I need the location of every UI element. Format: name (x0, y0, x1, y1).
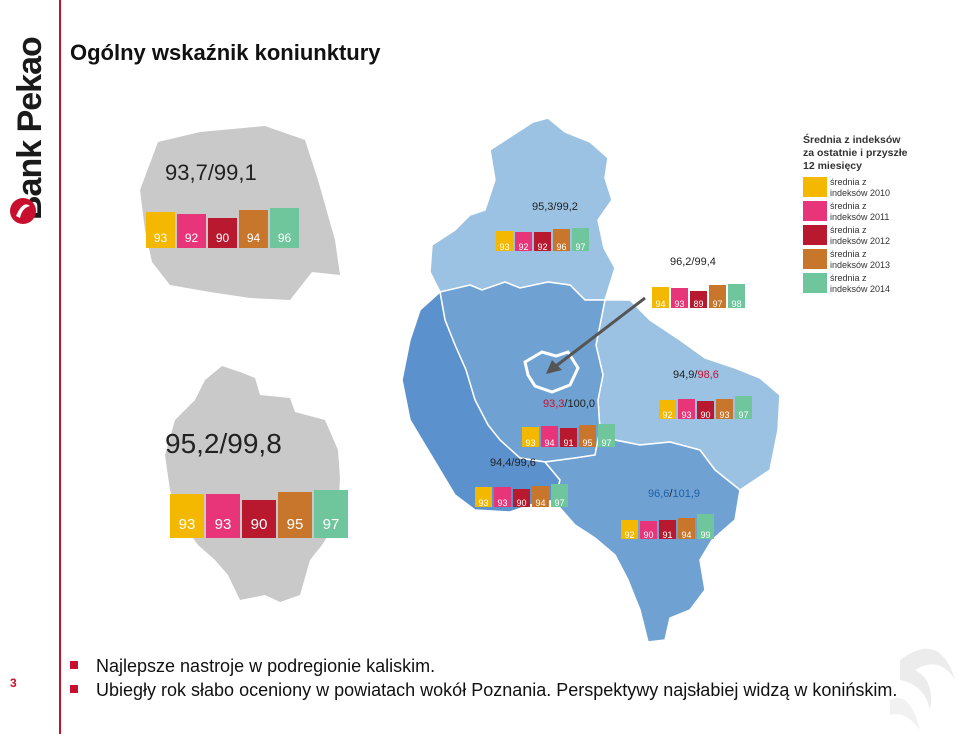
page-title: Ogólny wskaźnik koniunktury (70, 40, 381, 65)
legend-swatch-2014 (803, 273, 827, 293)
index-square-2014: 97 (314, 490, 348, 538)
legend-label: średnia z indeksów 2014 (830, 273, 891, 294)
poznanski-index-squares: 93 94 91 95 97 (522, 424, 615, 448)
index-square-2012: 90 (242, 500, 276, 538)
index-square-2012: 91 (560, 428, 577, 448)
index-square-2012: 91 (659, 520, 676, 540)
index-square-2011: 93 (494, 487, 511, 508)
index-square-2011: 90 (640, 521, 657, 540)
legend-swatch-2013 (803, 249, 827, 269)
index-square-2012: 89 (690, 291, 707, 309)
legend-swatch-2012 (803, 225, 827, 245)
legend-label: średnia z indeksów 2012 (830, 225, 891, 246)
index-square-2013: 94 (532, 486, 549, 508)
index-square-2011: 93 (678, 399, 695, 420)
pilski-index-squares: 93 92 92 96 97 (496, 228, 589, 252)
legend-label: średnia z indeksów 2013 (830, 249, 891, 270)
leszczynski-index-squares: 93 93 90 94 97 (475, 484, 568, 508)
region-pilski (429, 117, 616, 301)
wielkopolska-index-squares: 93 93 90 95 97 (170, 490, 348, 538)
index-square-2013: 96 (553, 229, 570, 252)
slide-number: 3 (10, 676, 17, 690)
index-square-2012: 90 (208, 218, 237, 248)
bullet-item: Ubiegły rok słabo oceniony w powiatach w… (70, 678, 950, 702)
koninski-index-label: 94,9/98,6 (673, 369, 719, 381)
index-square-2014: 97 (551, 484, 568, 508)
poznan-arrow-head-icon (546, 360, 562, 374)
legend-label: średnia z indeksów 2010 (830, 177, 891, 198)
index-square-2012: 90 (697, 401, 714, 420)
legend-title-line: Średnia z indeksów (803, 134, 901, 146)
sidebar: Bank Pekao 3 (0, 0, 61, 734)
index-square-2012: 90 (513, 489, 530, 508)
index-square-2010: 93 (170, 494, 204, 538)
bullet-text: Najlepsze nastroje w podregionie kaliski… (96, 656, 436, 676)
index-square-2011: 93 (671, 288, 688, 309)
pilski-index-label: 95,3/99,2 (532, 201, 578, 213)
index-square-2014: 97 (735, 396, 752, 420)
decorative-swoosh-icon (890, 648, 955, 730)
index-square-2014: 97 (598, 424, 615, 448)
legend-title: Średnia z indeksów za ostatnie i przyszł… (803, 134, 933, 173)
index-square-2013: 94 (678, 518, 695, 540)
index-square-2011: 94 (541, 426, 558, 448)
index-square-2010: 93 (146, 212, 175, 248)
poland-index-squares: 93 92 90 94 96 (146, 208, 299, 248)
index-square-2010: 92 (659, 400, 676, 420)
poznanski-index-label: 93,3/100,0 (543, 398, 595, 410)
index-square-2013: 95 (579, 425, 596, 448)
bullet-square-icon (70, 661, 78, 669)
index-square-2010: 93 (496, 231, 513, 252)
koninski-index-squares: 92 93 90 93 97 (659, 396, 752, 420)
kaliski-index-forecast: 101,9 (672, 488, 701, 500)
koninski-index-current: 94,9/ (673, 369, 698, 381)
leszczynski-index-label: 94,4/99,6 (490, 457, 536, 469)
bullet-list: Najlepsze nastroje w podregionie kaliski… (70, 654, 950, 702)
wielkopolska-map-shape (165, 366, 340, 602)
index-square-2014: 98 (728, 284, 745, 309)
poznan-city-index-label: 96,2/99,4 (670, 256, 716, 268)
legend-swatch-2011 (803, 201, 827, 221)
kaliski-index-squares: 92 90 91 94 99 (621, 514, 714, 540)
bullet-text: Ubiegły rok słabo oceniony w powiatach w… (96, 680, 898, 700)
index-square-2010: 93 (522, 427, 539, 448)
bullet-item: Najlepsze nastroje w podregionie kaliski… (70, 654, 950, 678)
index-square-2011: 92 (177, 214, 206, 248)
koninski-index-forecast: 98,6 (697, 369, 719, 381)
index-square-2014: 97 (572, 228, 589, 252)
index-square-2012: 92 (534, 232, 551, 252)
index-square-2014: 96 (270, 208, 299, 248)
poland-index-label: 93,7/99,1 (165, 160, 257, 185)
index-square-2010: 94 (652, 287, 669, 309)
bank-pekao-logo-icon (10, 198, 36, 224)
kaliski-index-current: 96,6 (648, 488, 670, 500)
index-square-2013: 95 (278, 492, 312, 538)
legend-title-line: za ostatnie i przyszłe (803, 147, 908, 159)
wielkopolska-index-label: 95,2/99,8 (165, 428, 282, 459)
legend-label: średnia z indeksów 2011 (830, 201, 890, 222)
kaliski-index-label: 96,6/101,9 (648, 488, 700, 500)
index-square-2011: 93 (206, 494, 240, 538)
kaliski-index-separator: / (669, 488, 673, 500)
index-square-2014: 99 (697, 514, 714, 540)
index-square-2013: 97 (709, 285, 726, 309)
legend-title-line: 12 miesięcy (803, 160, 862, 172)
index-square-2011: 92 (515, 232, 532, 252)
index-square-2013: 94 (239, 210, 268, 248)
index-square-2010: 92 (621, 520, 638, 540)
poznan-city-index-squares: 94 93 89 97 98 (652, 284, 745, 309)
bullet-square-icon (70, 685, 78, 693)
index-square-2013: 93 (716, 399, 733, 420)
sidebar-divider (59, 0, 61, 734)
poznanski-index-forecast: /100,0 (564, 398, 596, 410)
legend-swatch-2010 (803, 177, 827, 197)
poznan-arrow-line (555, 296, 646, 368)
index-square-2010: 93 (475, 487, 492, 508)
poznanski-index-current: 93,3 (543, 398, 565, 410)
